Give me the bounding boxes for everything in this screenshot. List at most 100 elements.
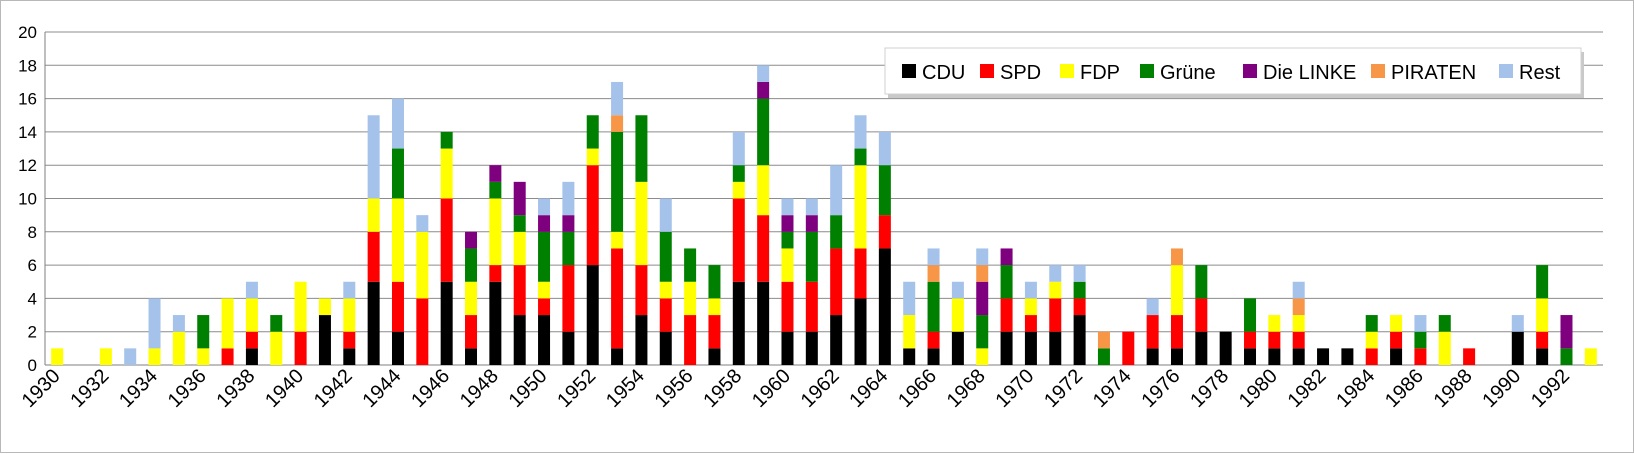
bar-segment-cdu [245, 348, 258, 365]
x-tick-label: 1958 [699, 365, 746, 412]
bar-segment-cdu [1268, 348, 1281, 365]
bar-segment-cdu [1146, 348, 1159, 365]
bar-segment-cdu [1341, 348, 1354, 365]
bar-stacks [51, 65, 1597, 365]
bar-segment-cdu [903, 348, 916, 365]
bar-segment-cdu [611, 348, 624, 365]
bar-segment-gruene [1414, 331, 1427, 349]
bar-segment-cdu [586, 265, 599, 365]
bar-segment-gruene [976, 315, 989, 349]
bar-segment-spd [611, 248, 624, 349]
bar-segment-cdu [830, 315, 843, 365]
bar-segment-spd [757, 215, 770, 282]
bar-segment-fdp [708, 298, 721, 316]
bar-segment-rest [1292, 281, 1305, 299]
chart-legend: CDU SPD FDP Grüne Die LINKE PIRATEN Rest [884, 47, 1584, 98]
bar-segment-fdp [1170, 265, 1183, 316]
bar-segment-rest [562, 181, 575, 216]
bar-segment-cdu [1170, 348, 1183, 365]
bar-segment-gruene [1244, 298, 1257, 332]
bar-segment-rest [854, 115, 867, 149]
bar-segment-gruene [440, 131, 453, 149]
bar-segment-gruene [611, 131, 624, 232]
bar-segment-fdp [416, 231, 429, 299]
y-tick-label: 20 [18, 23, 37, 42]
bar-segment-spd [221, 348, 234, 365]
bar-segment-cdu [1073, 315, 1086, 365]
bar-segment-spd [1146, 315, 1159, 349]
bar-segment-spd [367, 231, 380, 282]
bar-segment-cdu [732, 281, 745, 365]
bar-segment-spd [391, 281, 404, 332]
bar-segment-spd [489, 265, 502, 282]
bar-segment-spd [1463, 348, 1476, 365]
bar-segment-piraten [927, 265, 940, 282]
bar-segment-cdu [1195, 331, 1208, 365]
bar-segment-spd [416, 298, 429, 365]
bar-segment-die-linke [781, 215, 794, 232]
bar-segment-gruene [757, 98, 770, 166]
legend-swatch-die-linke [1243, 64, 1257, 78]
legend-box [884, 47, 1582, 95]
legend-label-die-linke: Die LINKE [1263, 62, 1356, 84]
x-axis-ticks: 1930 1932 1934 1936 1938 1940 1942 1944 1946 1948… [18, 365, 1574, 412]
x-tick-label: 1968 [943, 365, 990, 412]
x-tick-label: 1932 [66, 365, 113, 412]
bar-segment-spd [1365, 348, 1378, 365]
bar-segment-fdp [951, 298, 964, 332]
bar-segment-fdp [732, 181, 745, 199]
bar-segment-fdp [318, 298, 331, 316]
bar-segment-gruene [635, 115, 648, 182]
bar-segment-rest [1073, 265, 1086, 282]
bar-segment-gruene [197, 315, 210, 349]
bar-segment-spd [1122, 331, 1135, 365]
bar-segment-fdp [489, 198, 502, 266]
bar-segment-fdp [538, 281, 551, 299]
bar-segment-gruene [708, 265, 721, 299]
x-tick-label: 1938 [212, 365, 259, 412]
bar-segment-gruene [684, 248, 697, 282]
bar-segment-rest [951, 281, 964, 299]
x-tick-label: 1974 [1089, 365, 1136, 412]
bar-segment-spd [245, 331, 258, 349]
bar-segment-cdu [538, 315, 551, 365]
bar-segment-spd [1170, 315, 1183, 349]
legend-label-spd: SPD [1000, 62, 1041, 84]
bar-segment-rest [538, 198, 551, 216]
bar-segment-cdu [1244, 348, 1257, 365]
legend-label-fdp: FDP [1080, 62, 1120, 84]
x-tick-label: 1964 [845, 365, 892, 412]
y-tick-label: 10 [18, 190, 37, 209]
bar-segment-cdu [927, 348, 940, 365]
bar-segment-spd [781, 281, 794, 332]
bar-segment-cdu [465, 348, 478, 365]
bar-segment-rest [1049, 265, 1062, 282]
bar-segment-gruene [513, 215, 526, 232]
bar-segment-piraten [976, 265, 989, 282]
y-tick-label: 4 [28, 289, 37, 308]
bar-segment-spd [513, 265, 526, 316]
bar-segment-fdp [1268, 315, 1281, 332]
bar-segment-gruene [1073, 281, 1086, 299]
legend-label-gruene: Grüne [1160, 62, 1216, 84]
bar-segment-spd [732, 198, 745, 282]
bar-segment-die-linke [562, 215, 575, 232]
x-tick-label: 1984 [1332, 365, 1379, 412]
bar-segment-die-linke [805, 215, 818, 232]
bar-segment-rest [757, 65, 770, 82]
bar-segment-gruene [781, 231, 794, 249]
bar-segment-fdp [197, 348, 210, 365]
legend-swatch-spd [980, 64, 994, 78]
bar-segment-fdp [684, 281, 697, 316]
bar-segment-piraten [1097, 331, 1110, 349]
bar-segment-cdu [1219, 331, 1232, 365]
bar-segment-fdp [172, 331, 185, 365]
bar-segment-fdp [51, 348, 64, 365]
bar-segment-fdp [1390, 315, 1403, 332]
bar-segment-rest [732, 131, 745, 166]
bar-segment-rest [1146, 298, 1159, 316]
bar-segment-piraten [1292, 298, 1305, 316]
bar-segment-gruene [878, 165, 891, 216]
bar-segment-rest [830, 165, 843, 216]
